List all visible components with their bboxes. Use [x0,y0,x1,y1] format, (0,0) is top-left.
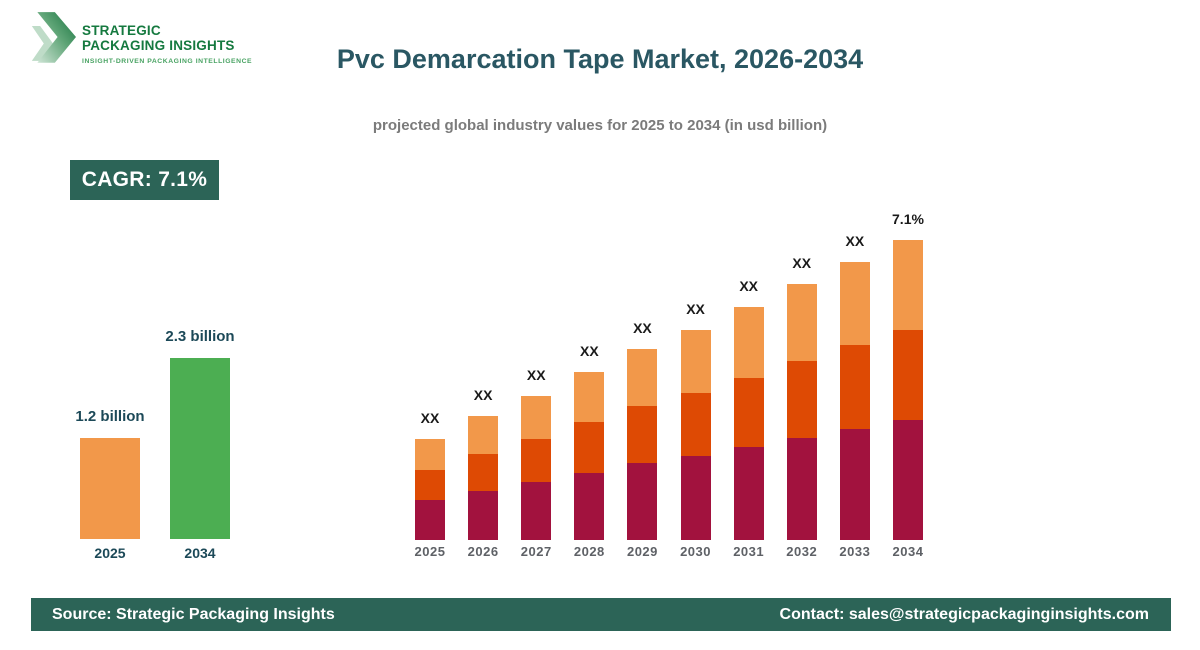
bar-value-label: XX [686,301,705,317]
bar-stack [574,372,605,540]
bar-segment-top [839,262,870,345]
bar-segment-bottom [574,473,605,540]
bar-segment-middle [786,361,817,438]
bar-stack [786,284,817,540]
logo-text: STRATEGIC PACKAGING INSIGHTS INSIGHT-DRI… [82,10,252,65]
bar-segment-middle [733,378,764,447]
bar-stack [839,262,870,540]
bar-stack [733,307,764,540]
bar-segment-bottom [468,491,499,540]
logo: STRATEGIC PACKAGING INSIGHTS INSIGHT-DRI… [30,10,252,65]
bar-segment-top [680,330,711,393]
bar-stack [680,330,711,540]
bar-value-label: XX [845,233,865,249]
footer-bar: Source: Strategic Packaging Insights Con… [31,598,1171,631]
bar-stack [468,416,499,540]
bar-column: XX 2027 [510,367,562,560]
bar-segment-middle [574,422,605,473]
bar-segment-bottom [892,420,923,540]
page-subtitle: projected global industry values for 202… [372,117,828,134]
logo-chevron-icon [31,12,76,63]
bar-segment-top [415,439,445,470]
bar-segment-top [892,240,923,330]
summary-bar-year-label: 2034 [184,545,216,561]
bar-segment-bottom [627,463,658,540]
bar-year-label: 2033 [839,544,871,559]
logo-title-line2: PACKAGING INSIGHTS [82,38,235,54]
bar-column: XX 2030 [670,301,722,560]
bar-stack [521,396,552,540]
footer-contact: Contact: sales@strategicpackaginginsight… [779,605,1149,623]
cagr-badge: CAGR: 7.1% [70,160,219,200]
summary-bar-column: 1.2 billion 2025 [68,310,152,562]
bar-year-label: 2032 [786,544,818,559]
bar-segment-bottom [786,438,817,540]
bar-column: XX 2029 [616,320,668,560]
bar-column: XX 2028 [563,343,615,560]
bar-value-label: XX [739,278,758,294]
bar-stack [892,240,923,540]
bar-column: XX 2026 [457,387,509,560]
bar-year-label: 2029 [626,544,658,559]
summary-bar-value-label: 2.3 billion [165,328,235,345]
summary-chart: 1.2 billion 2025 2.3 billion 2034 [68,310,242,562]
bar-column: 7.1% 2034 [882,211,934,560]
logo-title-line1: STRATEGIC [82,23,161,38]
summary-bar-year-label: 2025 [94,545,126,561]
bar-year-label: 2031 [733,544,765,559]
footer-source: Source: Strategic Packaging Insights [52,605,335,623]
bar-segment-top [521,396,552,439]
bar-segment-middle [415,470,445,500]
bar-segment-top [574,372,605,422]
bar-year-label: 2027 [520,544,552,559]
summary-bar-2034 [170,358,230,539]
bar-segment-bottom [733,447,764,540]
bar-year-label: 2026 [467,544,499,559]
bar-year-label: 2025 [414,544,446,559]
page-title: Pvc Demarcation Tape Market, 2026-2034 [336,44,864,74]
bar-column: XX 2032 [776,255,828,560]
bar-segment-middle [627,406,658,463]
bar-segment-middle [468,454,499,491]
bar-column: XX 2033 [829,233,881,560]
bar-value-label: 7.1% [892,211,924,227]
bar-value-label: XX [579,343,599,359]
bar-value-label: XX [526,367,546,383]
summary-bar-column: 2.3 billion 2034 [158,310,242,562]
bar-segment-bottom [521,482,552,540]
bar-segment-middle [892,330,923,420]
bar-segment-middle [680,393,711,456]
bar-column: XX 2025 [404,410,456,560]
bar-value-label: XX [792,255,812,271]
bar-value-label: XX [420,410,440,426]
bar-value-label: XX [633,320,652,336]
bar-segment-bottom [415,500,445,540]
summary-bar-2025 [80,438,140,539]
bar-segment-middle [521,439,552,482]
bar-value-label: XX [473,387,493,403]
logo-tagline: INSIGHT-DRIVEN PACKAGING INTELLIGENCE [82,58,253,66]
bar-segment-middle [839,345,870,429]
bar-stack [627,349,658,540]
bar-segment-top [786,284,817,361]
bar-segment-bottom [839,429,870,540]
bar-year-label: 2034 [892,544,924,559]
bar-stack [415,439,445,540]
bar-segment-top [733,307,764,378]
bar-segment-top [627,349,658,406]
bar-column: XX 2031 [723,278,775,560]
bar-segment-bottom [680,456,711,540]
stacked-bar-chart: XX 2025 XX 2026 XX 2027 XX 2028 XX 2029 XX 2030 XX 20… [404,204,934,560]
bar-year-label: 2030 [680,544,711,559]
bar-year-label: 2028 [573,544,605,559]
bar-segment-top [468,416,499,454]
summary-bar-value-label: 1.2 billion [75,408,145,425]
